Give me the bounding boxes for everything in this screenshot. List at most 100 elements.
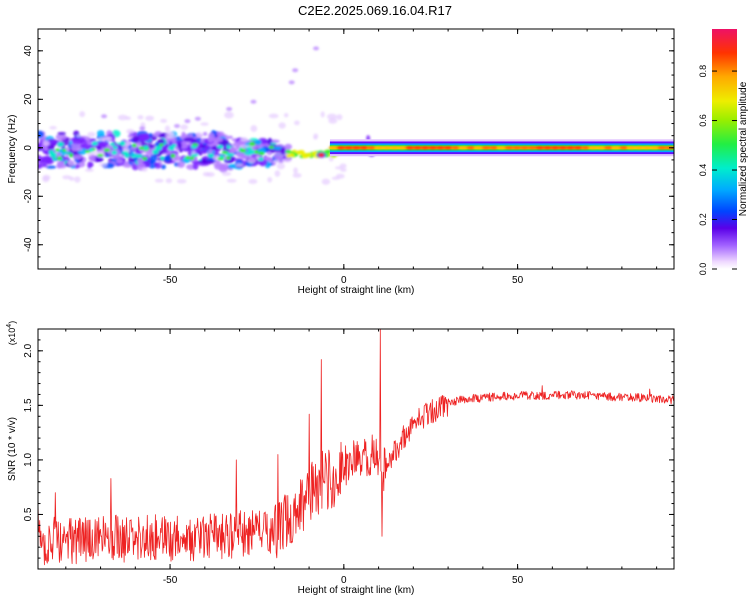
spectrogram-blob	[111, 150, 118, 155]
spectrogram-blob	[57, 156, 63, 161]
spectrogram-ytick-label: 0	[23, 145, 34, 151]
spectrogram-blob	[89, 148, 94, 153]
spectrogram-image	[38, 46, 674, 185]
snr-ylabel: SNR (10 * v/v)	[7, 417, 18, 481]
spectrogram-hotspot	[519, 146, 530, 150]
spectrogram-blob	[218, 165, 228, 173]
spectrogram-hotspot	[611, 146, 622, 150]
spectrogram-blob	[153, 162, 160, 167]
spectrogram-blob	[97, 153, 104, 157]
spectrogram-blob	[57, 131, 66, 136]
snr-ytick-label: 2.0	[23, 343, 34, 357]
spectrogram-blob	[137, 115, 144, 120]
spectrogram-blob	[268, 145, 275, 149]
spectrogram-blob	[95, 156, 104, 163]
spectrogram-hotspot	[527, 146, 538, 150]
spectrogram-blob	[340, 168, 347, 172]
spectrogram-blob	[71, 146, 83, 152]
spectrogram-blob	[177, 142, 183, 149]
spectrogram-hotspot	[458, 146, 469, 150]
spectrogram-blob	[38, 154, 42, 161]
spectrogram-blob	[147, 160, 157, 169]
spectrogram-blob	[64, 151, 72, 155]
spectrogram-blob	[221, 171, 232, 176]
spectrogram-blob	[280, 147, 286, 155]
spectrogram-blob	[52, 156, 57, 161]
spectrogram-blob	[103, 136, 111, 140]
spectrogram-blob	[48, 150, 55, 155]
spectrogram-blob	[103, 148, 111, 152]
spectrogram-blob	[131, 143, 137, 148]
spectrogram-blob	[239, 148, 247, 153]
spectrogram-blob	[42, 155, 53, 163]
spectrogram-hotspot	[542, 146, 553, 150]
spectrogram-blob	[157, 138, 165, 144]
spectrogram-blob	[154, 178, 164, 183]
spectrogram-blob	[63, 156, 70, 163]
colorbar-ticks: 0.0 0.2 0.4 0.6 0.8	[698, 65, 737, 275]
snr-scale-label: (x104)	[6, 321, 17, 345]
spectrogram-blob	[336, 114, 343, 121]
spectrogram-blob	[141, 167, 148, 172]
spectrogram-blob	[235, 163, 244, 168]
spectrogram-hotspot	[596, 146, 607, 150]
spectrogram-blob	[219, 155, 225, 159]
spectrogram-xtick-label: -50	[163, 275, 178, 286]
spectrogram-blob	[115, 158, 124, 164]
colorbar-gradient	[712, 29, 737, 269]
spectrogram-blob	[84, 168, 94, 172]
colorbar-tick-label: 0.4	[698, 164, 708, 177]
spectrogram-blob	[117, 114, 128, 121]
colorbar: 0.0 0.2 0.4 0.6 0.8 Normalized spectral ampl…	[698, 29, 749, 275]
colorbar-label: Normalized spectral amplitude	[738, 81, 749, 216]
spectrogram-blob	[240, 136, 248, 142]
colorbar-tick-label: 0.2	[698, 213, 708, 226]
spectrogram-hotspot	[481, 146, 492, 150]
spectrogram-blob	[145, 115, 155, 121]
spectrogram-frame	[37, 28, 675, 270]
spectrogram-blob	[47, 144, 55, 150]
spectrogram-blob	[45, 165, 57, 169]
spectrogram-blob	[154, 146, 161, 150]
spectrogram-blob	[187, 149, 192, 158]
colorbar-tick-label: 0.6	[698, 114, 708, 127]
spectrogram-hotspot	[657, 146, 668, 150]
spectrogram-blob	[294, 120, 300, 126]
spectrogram-xtick-label: 0	[341, 275, 347, 286]
spectrogram-blob	[88, 161, 94, 168]
spectrogram-blob	[226, 145, 231, 150]
spectrogram-blob	[98, 162, 108, 167]
spectrogram-blob	[183, 137, 195, 142]
spectrogram-blob	[189, 156, 195, 161]
spectrogram-blob	[194, 116, 201, 121]
spectrogram-blob	[224, 111, 234, 119]
spectrogram-hotspot	[450, 146, 461, 150]
spectrogram-hotspot	[427, 146, 438, 150]
spectrogram-blob	[321, 178, 331, 185]
spectrogram-blob	[267, 177, 273, 183]
snr-xtick-label: -50	[163, 575, 178, 586]
spectrogram-blob	[139, 126, 146, 131]
figure-title: C2E2.2025.069.16.04.R17	[298, 3, 452, 18]
spectrogram-blob	[96, 130, 105, 138]
spectrogram-blob	[225, 156, 231, 160]
spectrogram-blob	[137, 157, 144, 165]
spectrogram-blob	[152, 149, 159, 155]
spectrogram-blob	[205, 160, 215, 165]
spectrogram-blob	[227, 153, 234, 157]
spectrogram-blob	[137, 133, 149, 141]
spectrogram-blob	[213, 162, 225, 167]
snr-xtick-label: 50	[512, 575, 524, 586]
spectrogram-hotspot	[565, 146, 576, 150]
spectrogram-blob	[227, 163, 237, 169]
spectrogram-hotspot	[641, 146, 652, 150]
spectrogram-blob	[138, 146, 144, 150]
spectrogram-hotspot	[443, 146, 454, 150]
spectrogram-blob	[331, 176, 340, 180]
spectrogram-blob	[274, 170, 281, 177]
spectrogram-blob	[132, 135, 140, 143]
spectrogram-blob	[131, 163, 140, 171]
spectrogram-blob	[185, 155, 191, 160]
spectrogram-hotspot	[366, 146, 377, 150]
